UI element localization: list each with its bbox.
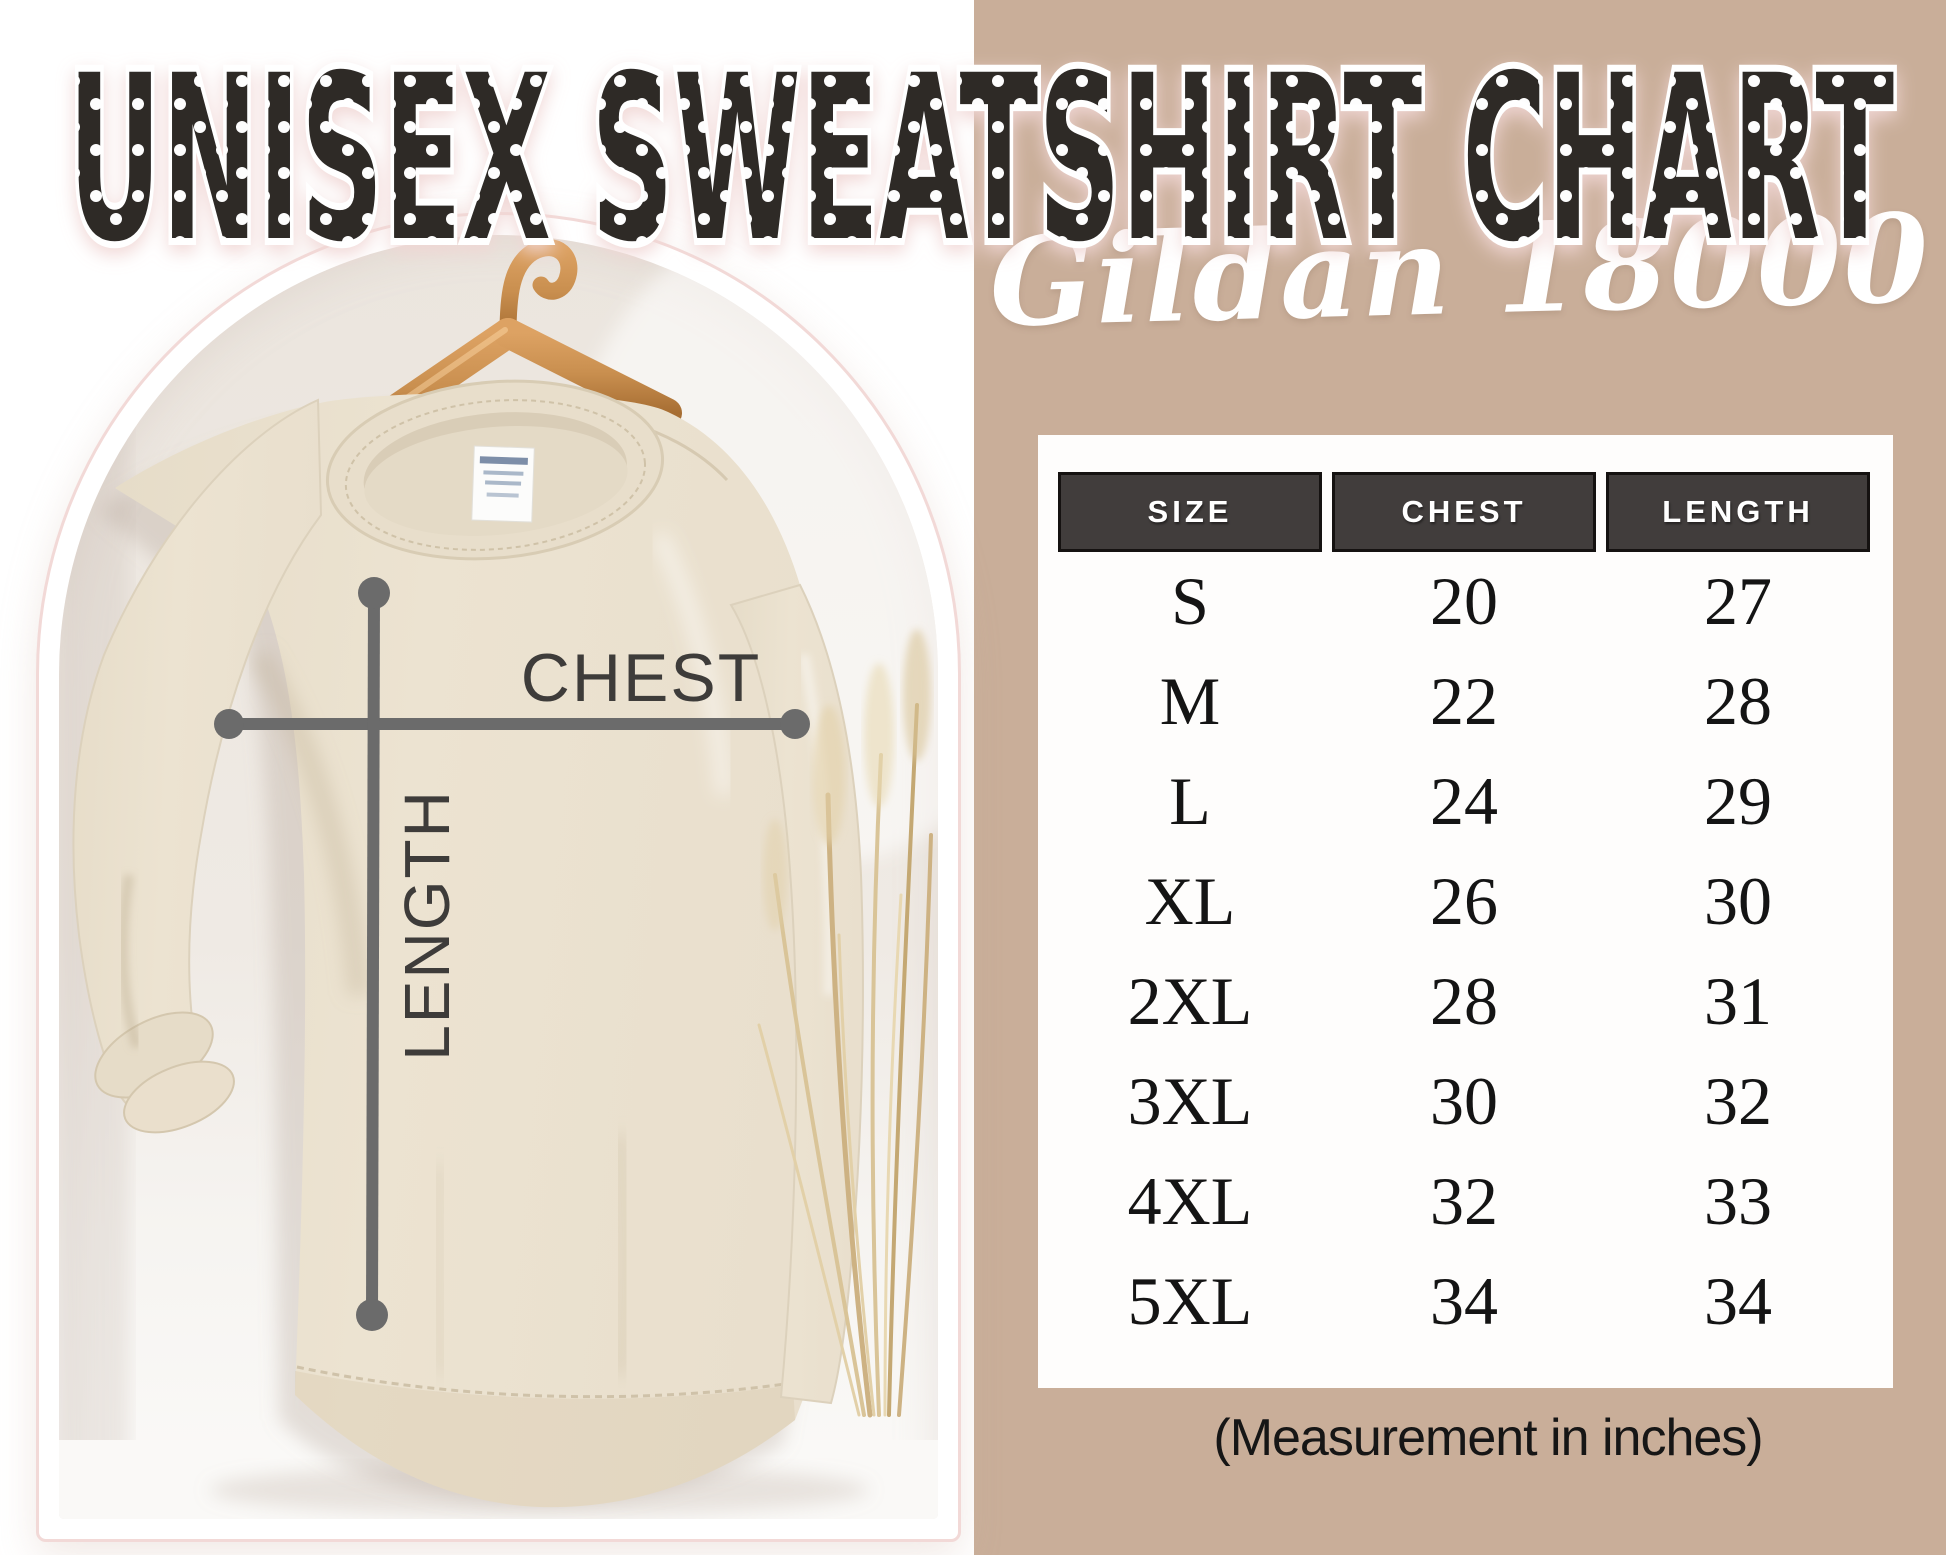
cell-length: 31	[1704, 962, 1772, 1039]
cell-length: 29	[1704, 763, 1772, 840]
column-header-size: SIZE	[1058, 472, 1322, 552]
cell-size: XL	[1144, 863, 1236, 940]
sweatshirt-photo	[59, 235, 938, 1519]
table-row: L 24 29	[1058, 752, 1870, 852]
length-measure-label: LENGTH	[391, 789, 463, 1061]
cell-chest: 32	[1430, 1162, 1498, 1239]
page-title-art: UNISEX SWEATSHIRT CHART	[61, 19, 1901, 290]
page-title: UNISEX SWEATSHIRT CHART	[68, 26, 1894, 290]
cell-size: 5XL	[1127, 1262, 1253, 1339]
cell-length: 30	[1704, 863, 1772, 940]
column-header-chest: CHEST	[1332, 472, 1596, 552]
cell-chest: 24	[1430, 763, 1498, 840]
photo-arch-frame	[36, 212, 961, 1542]
cell-length: 33	[1704, 1162, 1772, 1239]
cell-length: 34	[1704, 1262, 1772, 1339]
table-row: 3XL 30 32	[1058, 1051, 1870, 1151]
table-body: S 20 27 M 22 28 L 24 29 XL 26 30 2XL 28	[1058, 552, 1870, 1351]
cell-chest: 34	[1430, 1262, 1498, 1339]
cell-length: 27	[1704, 563, 1772, 640]
cell-size: 3XL	[1127, 1062, 1253, 1139]
cell-length: 32	[1704, 1062, 1772, 1139]
cell-chest: 26	[1430, 863, 1498, 940]
sweatshirt-illustration	[59, 235, 938, 1519]
table-row: 4XL 32 33	[1058, 1151, 1870, 1251]
size-chart-card: SIZE CHEST LENGTH S 20 27 M 22 28 L 24 2…	[1038, 435, 1893, 1388]
cell-size: S	[1171, 563, 1209, 640]
cell-chest: 28	[1430, 962, 1498, 1039]
column-header-length: LENGTH	[1606, 472, 1870, 552]
table-header-row: SIZE CHEST LENGTH	[1058, 472, 1870, 552]
cell-size: M	[1159, 663, 1221, 740]
cell-length: 28	[1704, 663, 1772, 740]
cell-chest: 22	[1430, 663, 1498, 740]
table-row: 2XL 28 31	[1058, 952, 1870, 1052]
table-row: 5XL 34 34	[1058, 1251, 1870, 1351]
cell-size: L	[1169, 763, 1211, 840]
cell-chest: 30	[1430, 1062, 1498, 1139]
table-row: M 22 28	[1058, 652, 1870, 752]
chest-measure-label: CHEST	[520, 640, 762, 716]
table-row: S 20 27	[1058, 552, 1870, 652]
units-note: (Measurement in inches)	[1213, 1409, 1763, 1467]
cell-chest: 20	[1430, 563, 1498, 640]
cell-size: 2XL	[1127, 962, 1253, 1039]
table-row: XL 26 30	[1058, 852, 1870, 952]
cell-size: 4XL	[1127, 1162, 1253, 1239]
